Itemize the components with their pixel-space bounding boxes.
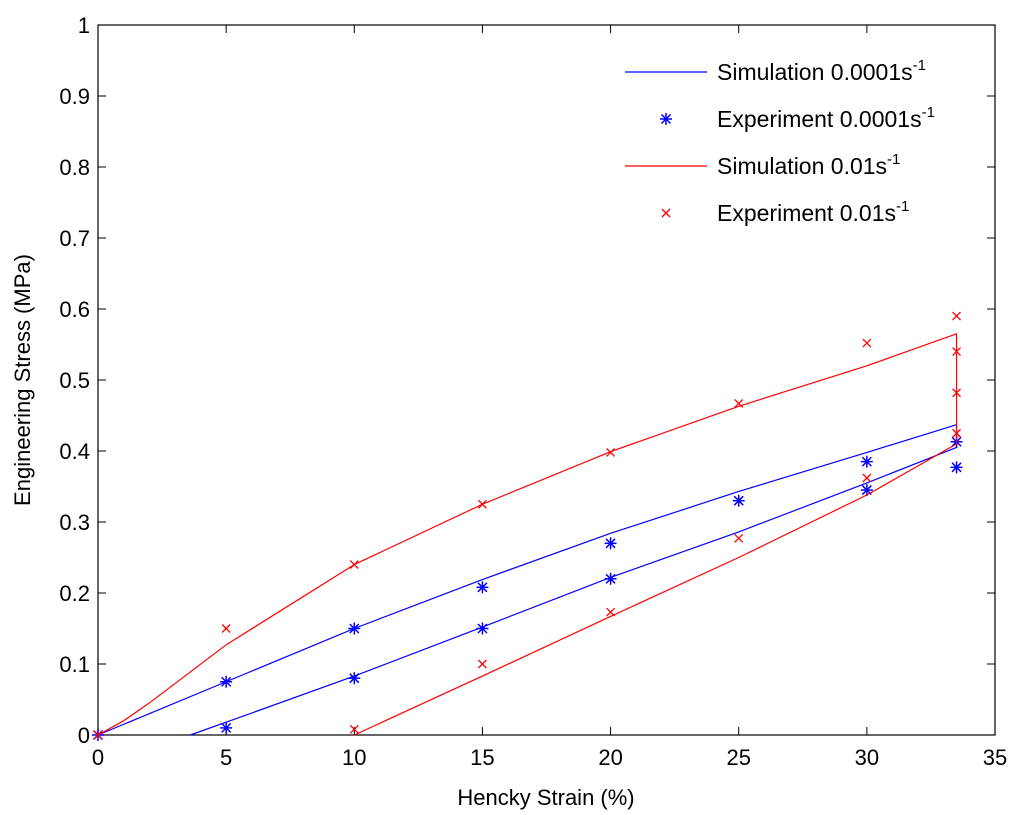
data-point xyxy=(952,347,962,357)
y-tick-label: 0.3 xyxy=(59,510,90,535)
y-tick-label: 0.2 xyxy=(59,581,90,606)
data-point xyxy=(93,730,103,740)
data-point xyxy=(860,455,873,468)
series-3 xyxy=(93,311,962,740)
y-tick-label: 0.5 xyxy=(59,368,90,393)
data-point xyxy=(604,572,617,585)
legend-item: Experiment 0.0001s-1 xyxy=(660,104,935,132)
data-point xyxy=(734,533,744,543)
data-point xyxy=(604,537,617,550)
series-layer xyxy=(92,311,963,741)
data-point xyxy=(860,484,873,497)
legend-label-superscript: -1 xyxy=(896,198,909,215)
data-point xyxy=(220,675,233,688)
legend-label-superscript: -1 xyxy=(913,57,926,74)
y-tick-label: 0.8 xyxy=(59,155,90,180)
y-tick-label: 0.9 xyxy=(59,84,90,109)
data-point xyxy=(952,388,962,398)
y-tick-label: 1 xyxy=(78,13,90,38)
data-point xyxy=(952,311,962,321)
series-line xyxy=(97,333,958,736)
data-point xyxy=(732,494,745,507)
y-tick-label: 0.1 xyxy=(59,652,90,677)
data-point xyxy=(606,607,616,617)
legend-label-text: Simulation 0.0001s xyxy=(717,59,913,85)
y-tick-label: 0 xyxy=(78,723,90,748)
y-tick-label: 0.7 xyxy=(59,226,90,251)
legend-label-text: Experiment 0.0001s xyxy=(717,106,922,132)
data-point xyxy=(606,447,616,457)
legend-label: Experiment 0.01s-1 xyxy=(717,198,909,226)
legend-item: Simulation 0.0001s-1 xyxy=(625,57,926,85)
legend-label: Simulation 0.0001s-1 xyxy=(717,57,926,85)
data-point xyxy=(734,398,744,408)
axis-ticks xyxy=(97,24,996,736)
y-tick-label: 0.4 xyxy=(59,439,90,464)
x-tick-label: 0 xyxy=(92,745,104,770)
legend-label-superscript: -1 xyxy=(922,104,935,121)
legend-swatch xyxy=(661,208,671,218)
data-point xyxy=(348,672,361,685)
plot-area xyxy=(97,24,996,736)
legend-label: Experiment 0.0001s-1 xyxy=(717,104,935,132)
legend-label: Simulation 0.01s-1 xyxy=(717,151,900,179)
data-point xyxy=(349,560,359,570)
data-point xyxy=(862,338,872,348)
legend-item: Simulation 0.01s-1 xyxy=(625,151,900,179)
data-point xyxy=(476,581,489,594)
x-axis-label: Hencky Strain (%) xyxy=(457,785,634,810)
legend-swatch xyxy=(660,113,672,125)
legend-item: Experiment 0.01s-1 xyxy=(661,198,909,226)
data-point xyxy=(862,473,872,483)
x-tick-label: 20 xyxy=(598,745,622,770)
data-point xyxy=(221,624,231,633)
data-point xyxy=(477,499,487,509)
x-tick-label: 15 xyxy=(470,745,494,770)
axis-tick-labels: 0 5 10 15 20 25 30 35 0 0.1 0.2 0.3 0.4 0.5 0.6 0.7 0.8 0… xyxy=(59,13,1007,770)
data-point xyxy=(349,724,359,734)
data-point xyxy=(476,622,489,635)
x-tick-label: 10 xyxy=(342,745,366,770)
x-tick-label: 30 xyxy=(855,745,879,770)
y-tick-label: 0.6 xyxy=(59,297,90,322)
data-point xyxy=(220,721,233,734)
legend-label-superscript: -1 xyxy=(887,151,900,168)
data-point xyxy=(348,622,361,635)
y-axis-label: Engineering Stress (MPa) xyxy=(10,254,35,506)
data-point xyxy=(950,461,963,474)
series-1 xyxy=(92,435,963,741)
data-point xyxy=(952,428,962,438)
legend-label-text: Simulation 0.01s xyxy=(717,153,887,179)
legend-label-text: Experiment 0.01s xyxy=(717,200,896,226)
series-2 xyxy=(97,333,958,736)
x-tick-label: 35 xyxy=(983,745,1007,770)
x-tick-label: 5 xyxy=(220,745,232,770)
x-tick-label: 25 xyxy=(726,745,750,770)
data-point xyxy=(477,659,487,669)
